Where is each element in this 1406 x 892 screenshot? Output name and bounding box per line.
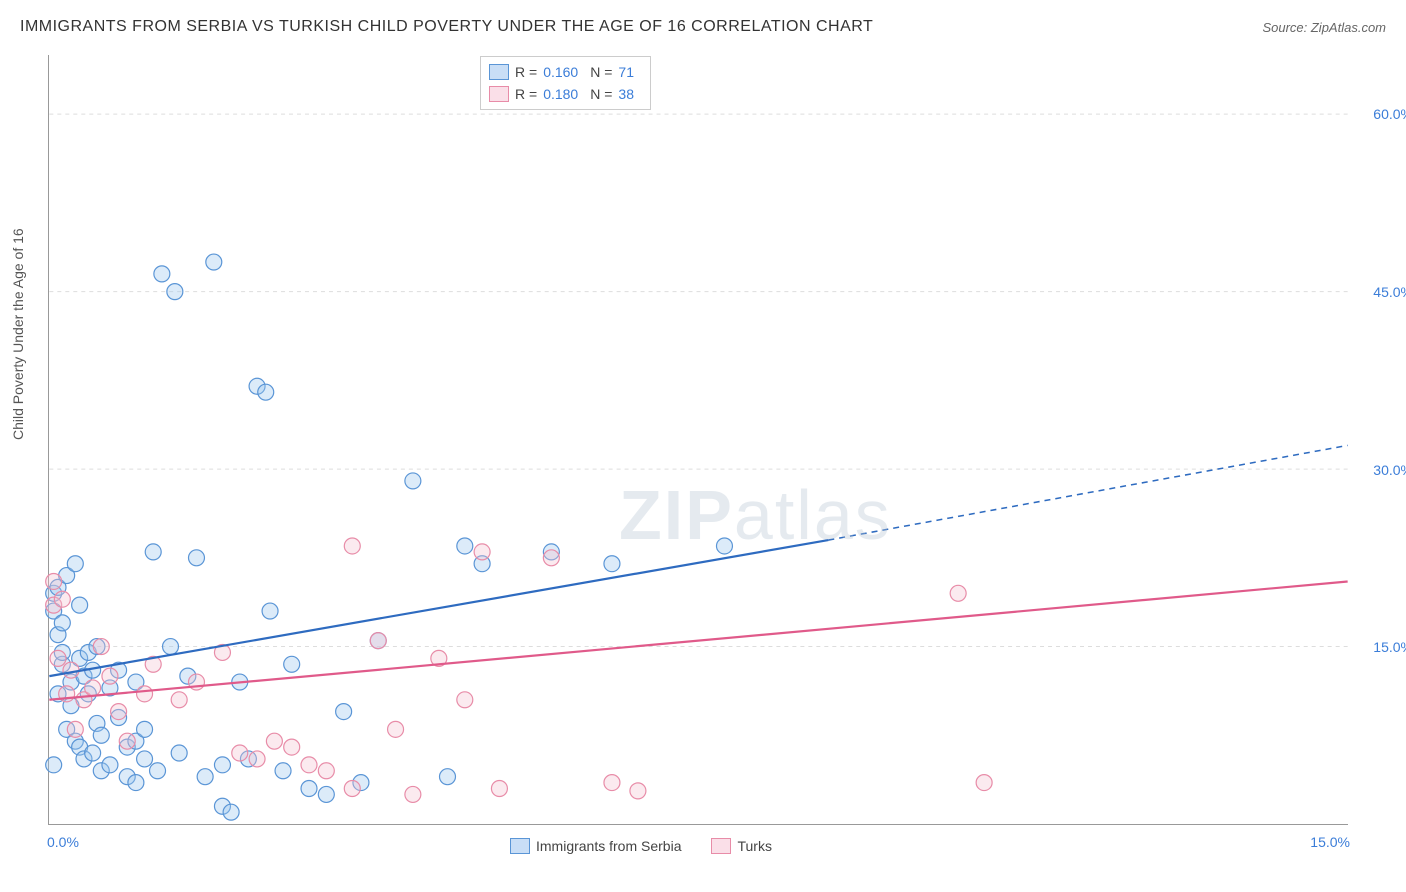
- n-label: N =: [590, 61, 612, 83]
- chart-title: IMMIGRANTS FROM SERBIA VS TURKISH CHILD …: [20, 18, 873, 36]
- stats-row-series2: R = 0.180 N = 38: [489, 83, 640, 105]
- stats-row-series1: R = 0.160 N = 71: [489, 61, 640, 83]
- legend-label: Immigrants from Serbia: [536, 838, 681, 854]
- plot-area: ZIPatlas 15.0%30.0%45.0%60.0%0.0%15.0%: [48, 55, 1348, 825]
- y-tick-label: 30.0%: [1353, 462, 1406, 478]
- y-axis-label: Child Poverty Under the Age of 16: [10, 228, 26, 440]
- n-label: N =: [590, 83, 612, 105]
- swatch-icon: [711, 838, 731, 854]
- y-tick-label: 15.0%: [1353, 639, 1406, 655]
- r-value: 0.180: [543, 83, 578, 105]
- n-value: 38: [618, 83, 634, 105]
- legend-item-series1: Immigrants from Serbia: [510, 838, 681, 854]
- r-label: R =: [515, 83, 537, 105]
- scatter-chart: [49, 55, 1348, 824]
- swatch-icon: [489, 64, 509, 80]
- bottom-legend: Immigrants from Serbia Turks: [510, 838, 772, 854]
- swatch-icon: [489, 86, 509, 102]
- swatch-icon: [510, 838, 530, 854]
- stats-legend: R = 0.160 N = 71 R = 0.180 N = 38: [480, 56, 651, 110]
- source-label: Source: ZipAtlas.com: [1262, 20, 1386, 35]
- legend-item-series2: Turks: [711, 838, 771, 854]
- r-label: R =: [515, 61, 537, 83]
- y-tick-label: 60.0%: [1353, 106, 1406, 122]
- r-value: 0.160: [543, 61, 578, 83]
- x-tick-label: 0.0%: [47, 834, 79, 850]
- x-tick-label: 15.0%: [1310, 834, 1350, 850]
- n-value: 71: [618, 61, 634, 83]
- y-tick-label: 45.0%: [1353, 284, 1406, 300]
- legend-label: Turks: [737, 838, 771, 854]
